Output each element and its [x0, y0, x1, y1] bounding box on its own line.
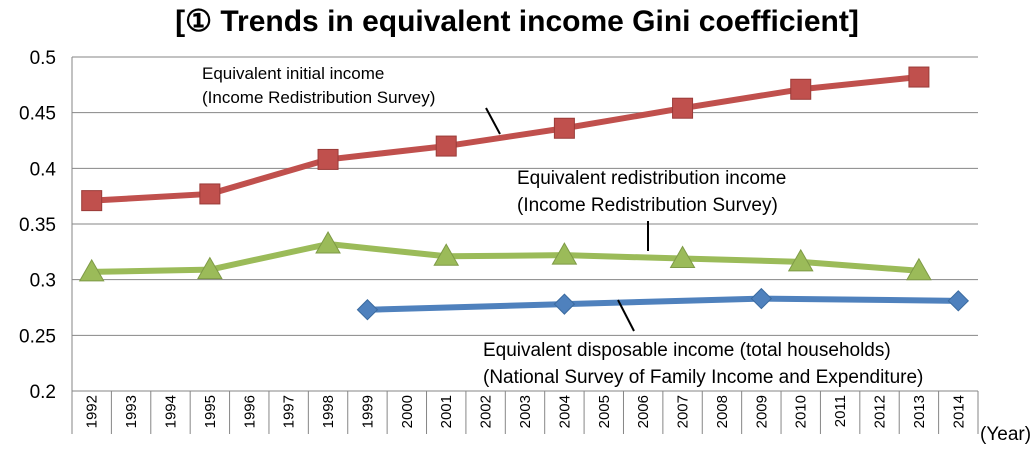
x-tick-label: 1999 — [359, 395, 376, 428]
x-tick-label: 1993 — [123, 395, 140, 428]
data-point-square — [81, 190, 103, 212]
x-tick-label: 2003 — [517, 395, 534, 428]
x-tick-label: 2013 — [911, 395, 928, 428]
y-tick-label: 0.4 — [30, 159, 57, 180]
series-line — [91, 74, 920, 204]
data-point-diamond — [750, 287, 773, 310]
x-tick-label: 2012 — [872, 395, 889, 428]
x-tick-label: 2002 — [478, 395, 495, 428]
x-tick-label: 2005 — [596, 395, 613, 428]
data-point-square — [672, 97, 694, 119]
data-point-diamond — [553, 293, 576, 315]
x-tick-label: 2006 — [635, 395, 652, 428]
chart-title: [① Trends in equivalent income Gini coef… — [175, 5, 859, 38]
x-tick-label: 2009 — [753, 395, 770, 428]
data-point-triangle — [551, 242, 578, 265]
data-point-square — [908, 66, 930, 88]
series-annotation-label: (Income Redistribution Survey) — [202, 88, 435, 107]
x-tick-label: 2007 — [675, 395, 692, 428]
data-point-triangle — [315, 231, 341, 254]
series-line — [367, 295, 959, 313]
y-tick-label: 0.2 — [30, 382, 56, 403]
x-tick-label: 2000 — [399, 395, 416, 428]
data-point-triangle — [433, 243, 460, 266]
data-point-square — [790, 78, 812, 100]
y-tick-label: 0.45 — [19, 104, 56, 125]
x-tick-label: 1995 — [202, 395, 219, 428]
data-point-square — [553, 117, 575, 139]
data-point-triangle — [669, 245, 696, 269]
data-point-square — [199, 183, 221, 205]
y-tick-label: 0.35 — [19, 215, 56, 236]
series-line — [91, 241, 920, 275]
x-tick-label: 2001 — [438, 395, 455, 428]
x-axis-label: (Year) — [980, 424, 1031, 445]
x-tick-label: 1994 — [162, 395, 179, 428]
annotation-leader-line — [617, 299, 635, 332]
x-tick-label: 2010 — [793, 395, 810, 428]
series-annotation-label: Equivalent redistribution income — [517, 168, 786, 189]
data-point-triangle — [78, 258, 105, 282]
annotation-leader-line — [485, 107, 501, 135]
x-tick-label: 2008 — [714, 395, 731, 428]
y-tick-label: 0.25 — [19, 326, 56, 347]
data-point-triangle — [197, 256, 223, 280]
data-point-square — [435, 135, 457, 157]
x-tick-label: 2014 — [950, 395, 967, 428]
y-tick-label: 0.5 — [30, 48, 56, 69]
x-tick-label: 1996 — [241, 395, 258, 428]
data-point-triangle — [906, 257, 932, 281]
series-annotation-label: Equivalent disposable income (total hous… — [483, 340, 891, 361]
x-tick-label: 1992 — [84, 395, 101, 428]
series-annotation-label: (Income Redistribution Survey) — [517, 195, 778, 216]
x-tick-label: 2004 — [556, 395, 573, 428]
x-tick-label: 2011 — [832, 395, 849, 427]
series-annotation-label: Equivalent initial income — [202, 64, 384, 83]
data-point-diamond — [356, 299, 379, 321]
data-point-triangle — [787, 248, 814, 272]
x-tick-label: 1997 — [281, 395, 298, 428]
y-tick-label: 0.3 — [30, 271, 56, 292]
series-annotation-label: (National Survey of Family Income and Ex… — [483, 367, 923, 388]
data-point-square — [317, 148, 339, 170]
x-tick-label: 1998 — [320, 395, 337, 428]
data-point-diamond — [947, 290, 970, 312]
